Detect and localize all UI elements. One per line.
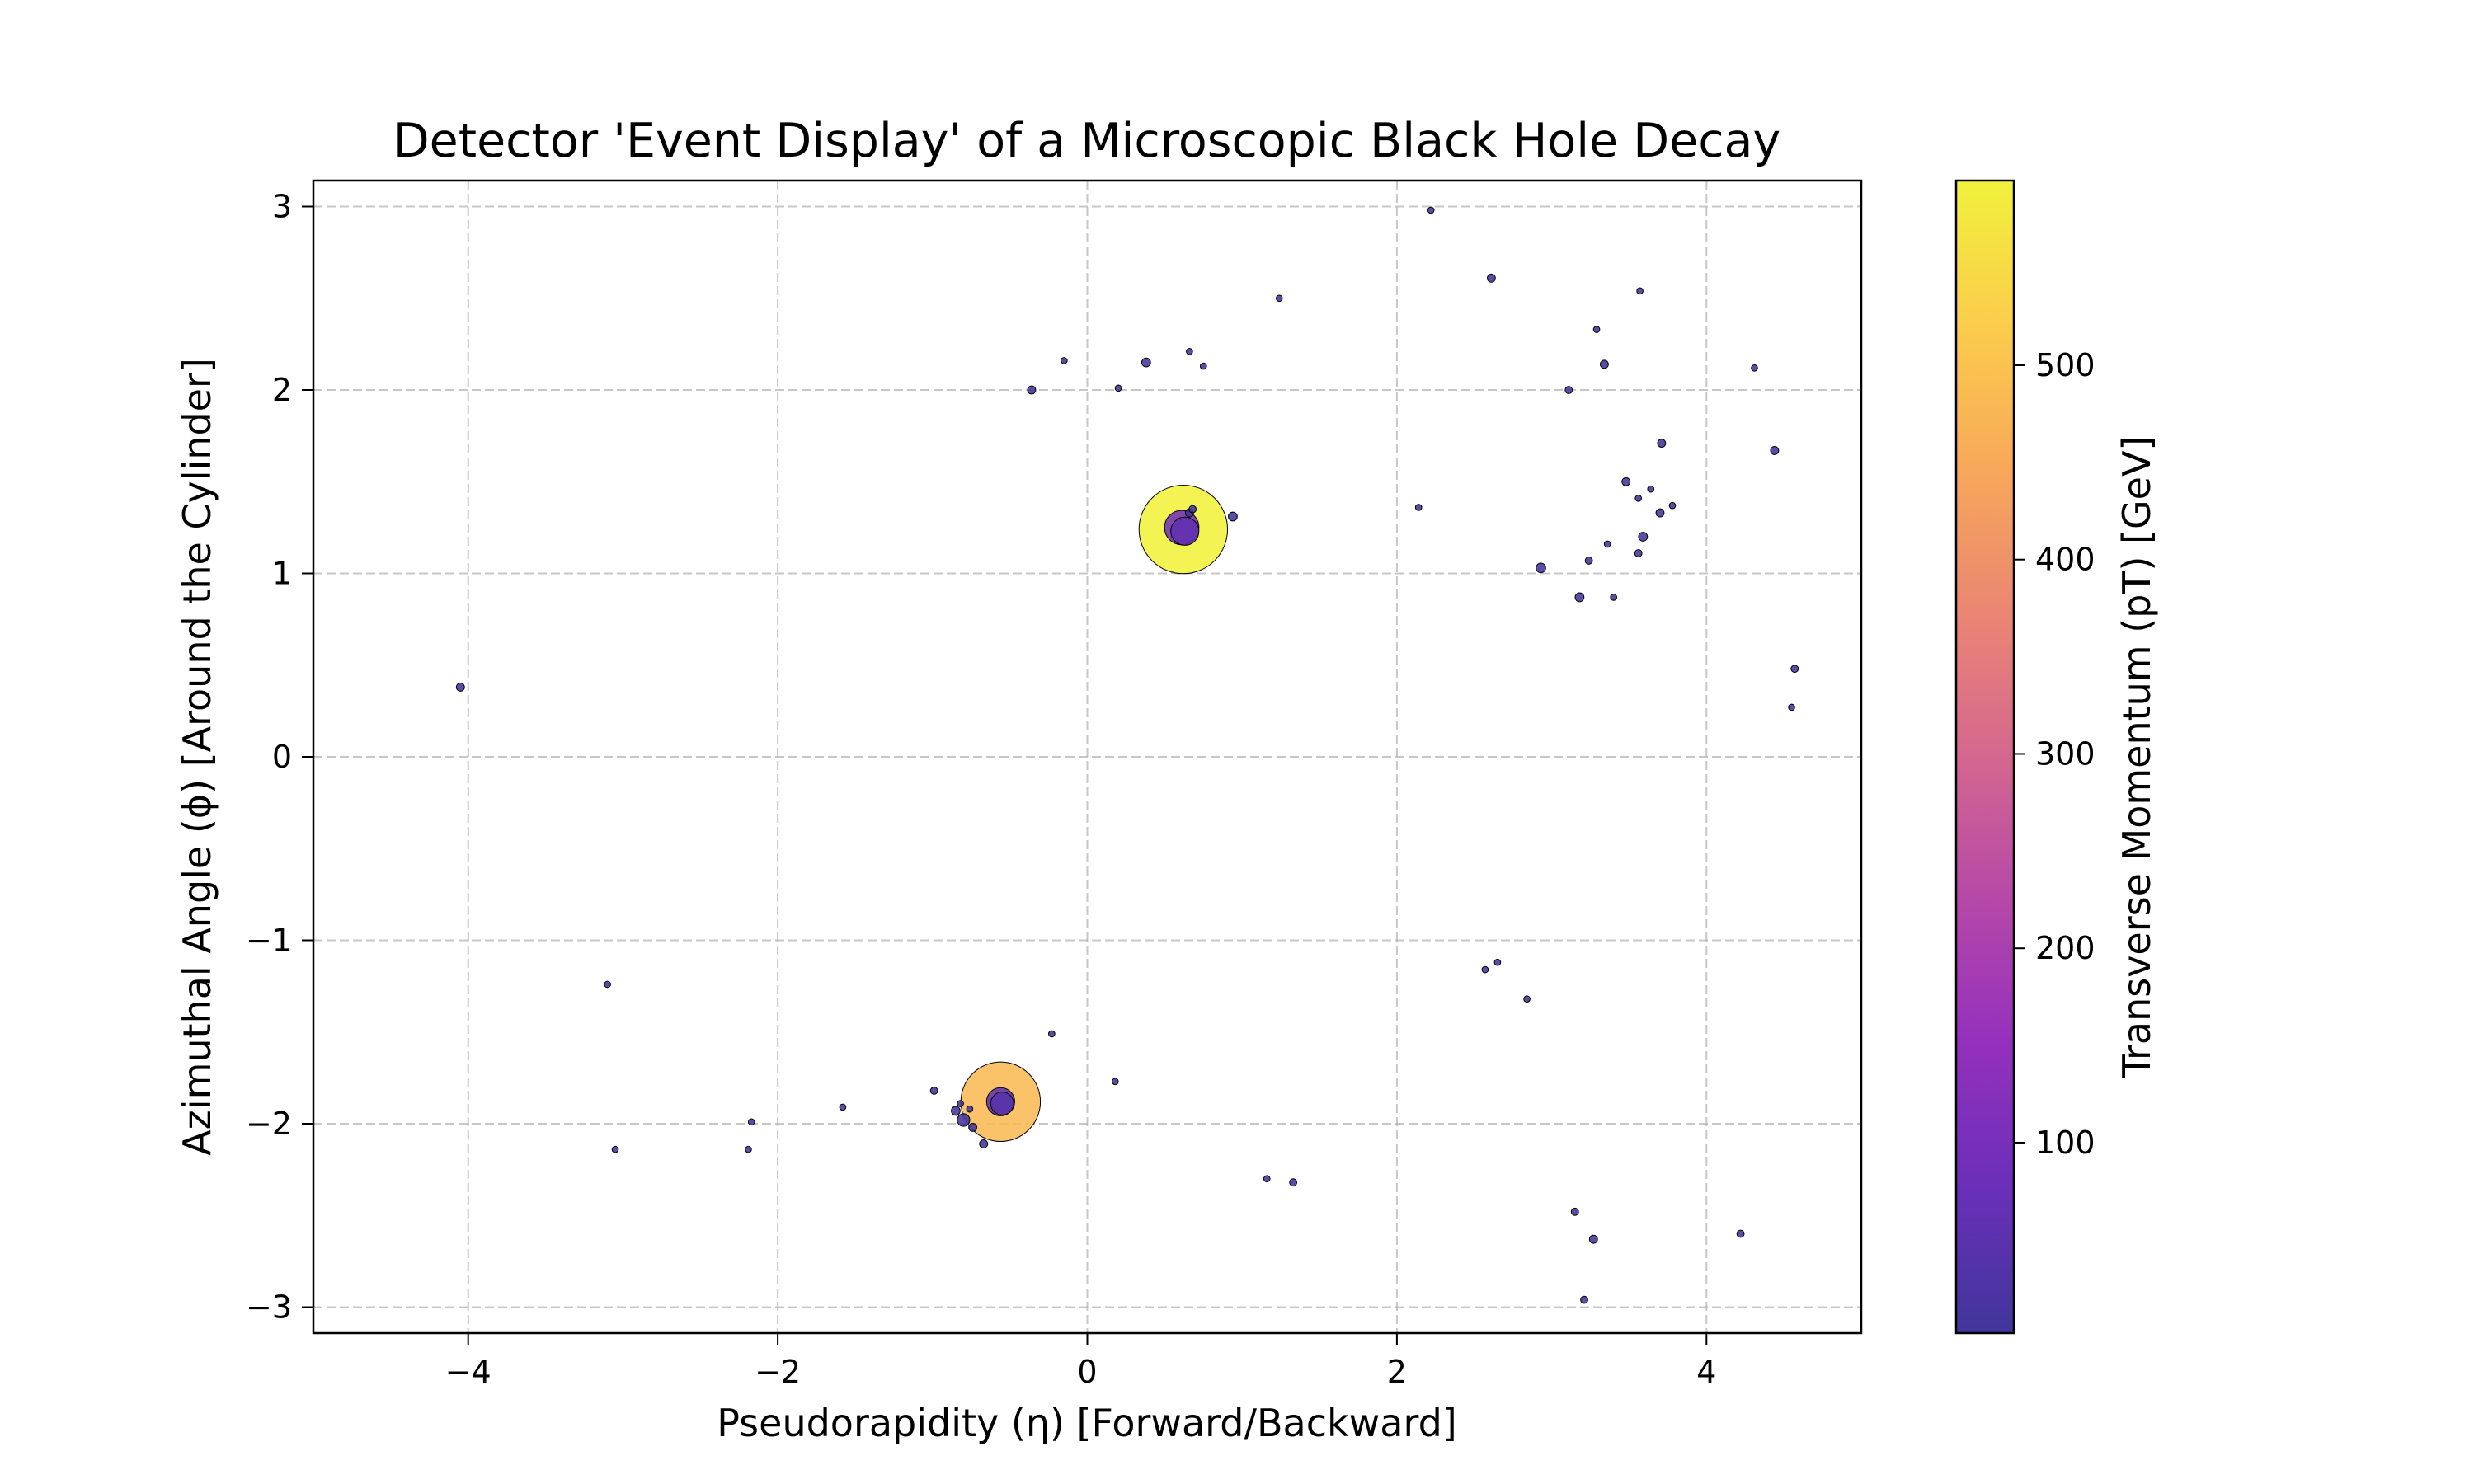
particle-point — [957, 1113, 971, 1127]
particle-point — [1493, 958, 1502, 966]
particle-point — [1564, 386, 1573, 394]
particle-point — [929, 1087, 938, 1095]
particle-point — [1657, 439, 1667, 448]
chart-title: Detector 'Event Display' of a Microscopi… — [393, 114, 1780, 168]
particle-point — [957, 1100, 964, 1107]
particle-point — [1199, 362, 1207, 370]
particle-point — [1523, 995, 1531, 1003]
particle-point — [1580, 1295, 1588, 1304]
particle-point — [1588, 1234, 1598, 1244]
x-tick-label: 0 — [1077, 1354, 1097, 1390]
particle-point — [1027, 385, 1037, 395]
particle-point — [1486, 273, 1496, 283]
particle-point — [1170, 516, 1200, 546]
x-tick-label: −2 — [755, 1354, 801, 1390]
x-tick-label: 4 — [1696, 1354, 1716, 1390]
y-tick-label: −2 — [246, 1106, 292, 1142]
particle-point — [1061, 357, 1068, 364]
x-axis-label: Pseudorapidity (η) [Forward/Backward] — [717, 1401, 1456, 1445]
colorbar-tick-label: 200 — [2035, 930, 2095, 966]
particle-point — [1263, 1175, 1271, 1183]
x-tick-label: 2 — [1387, 1354, 1407, 1390]
y-tick-label: 0 — [272, 739, 292, 775]
particle-point — [1481, 965, 1489, 974]
particle-point — [611, 1145, 619, 1153]
particle-point — [1603, 540, 1611, 548]
particle-point — [979, 1139, 989, 1148]
particle-point — [1638, 532, 1649, 542]
particle-point — [1634, 494, 1643, 502]
particle-point — [1570, 1207, 1579, 1216]
particle-point — [1621, 477, 1631, 486]
particle-point — [1414, 504, 1423, 511]
particle-point — [1114, 384, 1122, 392]
particle-point — [1655, 508, 1665, 518]
particle-point — [1574, 592, 1585, 603]
particle-point — [1141, 357, 1151, 368]
particle-point — [1736, 1229, 1745, 1238]
particle-point — [455, 683, 465, 692]
grid — [313, 181, 1861, 1333]
particle-point — [1790, 665, 1799, 674]
x-tick-label: −4 — [445, 1354, 492, 1390]
particle-point — [747, 1118, 755, 1126]
particle-point — [604, 980, 611, 989]
particle-point — [1584, 556, 1593, 565]
colorbar-tick-label: 400 — [2035, 542, 2095, 578]
y-axis-ticks: −3 −2 −1 0 1 2 3 — [246, 189, 313, 1325]
particle-point — [1634, 549, 1643, 557]
colorbar — [1954, 179, 2015, 1335]
particle-point — [1111, 1078, 1119, 1086]
particle-point — [1751, 364, 1758, 372]
particle-point — [1228, 511, 1238, 522]
particle-point — [1599, 359, 1609, 369]
particle-point — [1188, 505, 1197, 514]
particle-point — [1186, 347, 1193, 355]
colorbar-tick-label: 100 — [2035, 1125, 2095, 1161]
particle-point — [1592, 326, 1601, 333]
scatter-points — [455, 206, 1799, 1304]
y-tick-label: 2 — [272, 372, 292, 408]
particle-point — [951, 1106, 961, 1116]
y-tick-label: −3 — [246, 1289, 292, 1325]
particle-point — [745, 1145, 752, 1153]
particle-point — [1788, 703, 1795, 711]
y-tick-label: 1 — [272, 556, 292, 592]
particle-point — [839, 1103, 847, 1111]
particle-point — [1048, 1030, 1056, 1038]
particle-point — [1647, 485, 1655, 493]
particle-point — [1427, 206, 1435, 214]
particle-point — [1636, 287, 1644, 295]
y-axis-label: Azimuthal Angle (ϕ) [Around the Cylinder… — [175, 358, 219, 1156]
y-tick-label: 3 — [272, 189, 292, 225]
particle-point — [1668, 501, 1677, 510]
particle-point — [968, 1123, 978, 1132]
particle-point — [966, 1105, 974, 1113]
particle-point — [1289, 1178, 1298, 1187]
y-tick-label: −1 — [246, 922, 292, 958]
colorbar-tick-label: 300 — [2035, 735, 2095, 772]
particle-point — [1770, 446, 1780, 455]
particle-point — [990, 1092, 1014, 1115]
particle-point — [1275, 294, 1283, 303]
colorbar-label: Transverse Momentum (pT) [GeV] — [2114, 436, 2159, 1079]
x-axis-ticks: −4 −2 0 2 4 — [445, 1333, 1716, 1390]
colorbar-tick-label: 500 — [2035, 347, 2095, 383]
particle-point — [1610, 594, 1617, 601]
colorbar-ticks: 100 200 300 400 500 — [2014, 347, 2095, 1161]
particle-point — [1536, 562, 1546, 574]
